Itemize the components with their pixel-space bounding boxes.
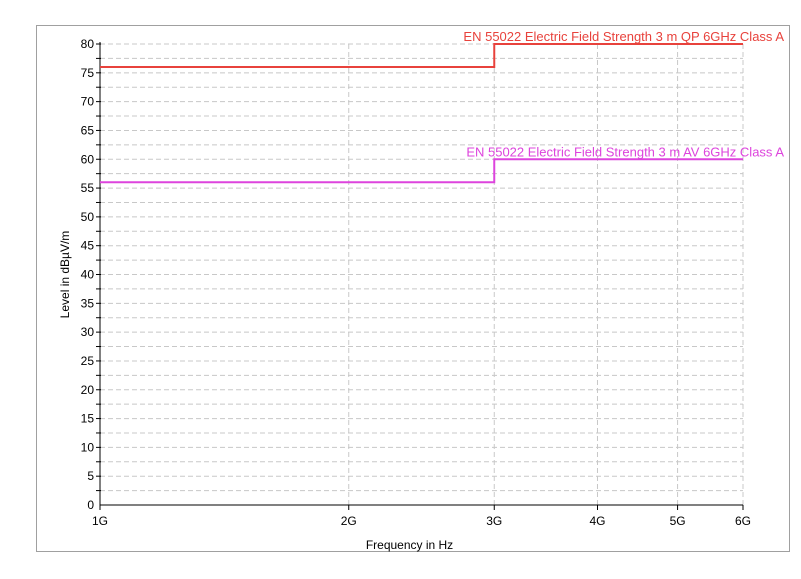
x-tick-label: 6G	[735, 514, 751, 528]
y-tick-label: 30	[81, 325, 95, 339]
series-line-0	[100, 43, 743, 69]
series-label-1: EN 55022 Electric Field Strength 3 m AV …	[466, 144, 784, 159]
y-axis-title: Level in dBµV/m	[58, 231, 72, 319]
y-tick-label: 60	[81, 152, 95, 166]
y-tick-label: 20	[81, 383, 95, 397]
y-tick-label: 10	[81, 440, 95, 454]
x-tick-label: 5G	[670, 514, 686, 528]
y-tick-label: 25	[81, 354, 95, 368]
x-tick-label: 3G	[486, 514, 502, 528]
chart-frame	[36, 25, 790, 552]
y-tick-label: 70	[81, 95, 95, 109]
y-tick-label: 35	[81, 296, 95, 310]
series-label-0: EN 55022 Electric Field Strength 3 m QP …	[463, 29, 784, 44]
y-tick-label: 75	[81, 66, 95, 80]
y-tick-label: 0	[87, 498, 94, 512]
y-tick-label: 80	[81, 37, 95, 51]
x-tick-label: 4G	[589, 514, 605, 528]
x-tick-label: 1G	[92, 514, 108, 528]
y-tick-label: 5	[87, 469, 94, 483]
y-tick-label: 45	[81, 239, 95, 253]
y-tick-label: 55	[81, 181, 95, 195]
series-line-1	[100, 158, 743, 184]
y-tick-label: 15	[81, 412, 95, 426]
y-tick-label: 50	[81, 210, 95, 224]
y-tick-label: 40	[81, 268, 95, 282]
y-tick-label: 65	[81, 123, 95, 137]
x-tick-label: 2G	[341, 514, 357, 528]
x-axis-title: Frequency in Hz	[366, 538, 453, 552]
